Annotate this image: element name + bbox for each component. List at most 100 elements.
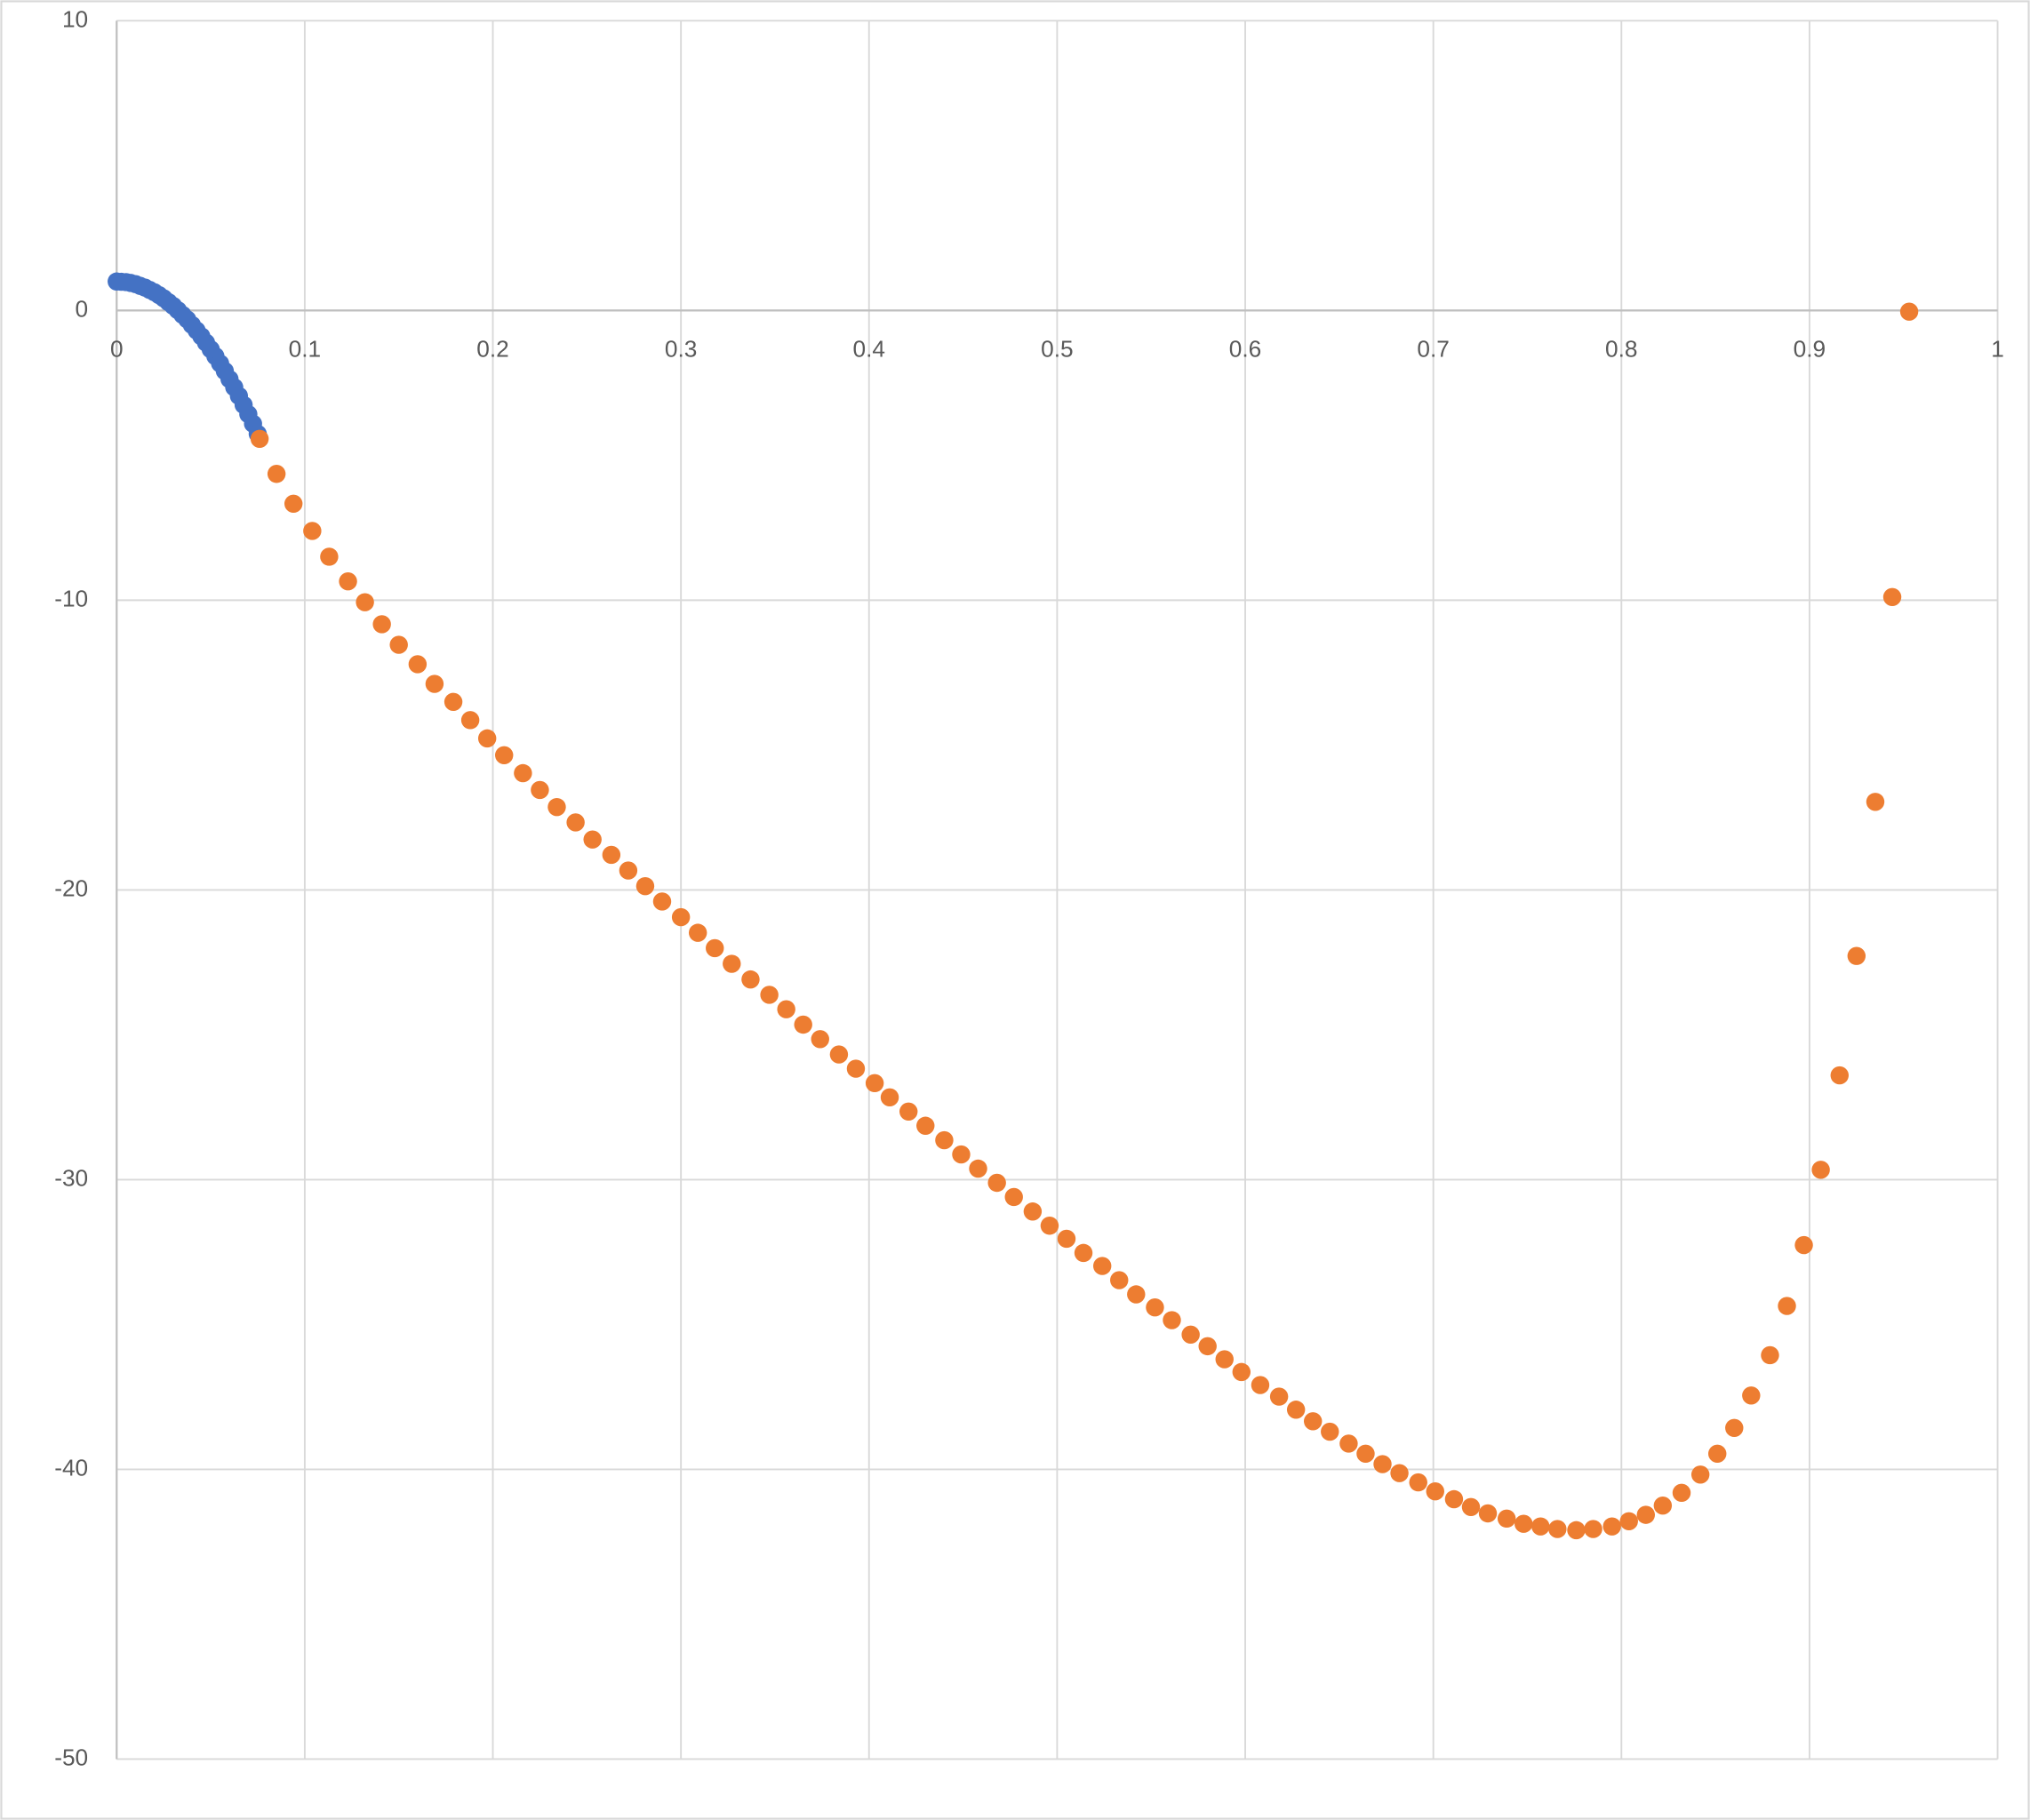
scatter-point <box>1847 946 1866 965</box>
scatter-point <box>1373 1455 1392 1473</box>
scatter-point <box>547 797 566 817</box>
scatter-point <box>303 522 322 540</box>
scatter-point <box>1127 1285 1146 1304</box>
scatter-point <box>1390 1464 1409 1482</box>
scatter-point <box>1672 1483 1691 1503</box>
scatter-point <box>250 429 269 448</box>
x-tick-label: 0.1 <box>289 336 321 363</box>
y-tick-label: 10 <box>62 5 88 32</box>
scatter-point <box>1023 1202 1043 1221</box>
x-tick-label: 0.6 <box>1229 336 1261 363</box>
scatter-point <box>1461 1497 1481 1517</box>
scatter-point <box>1181 1325 1200 1345</box>
scatter-point <box>1304 1412 1323 1431</box>
scatter-point <box>935 1130 954 1150</box>
scatter-point <box>1356 1444 1375 1464</box>
scatter-point <box>880 1088 899 1107</box>
x-tick-label: 0.4 <box>853 336 885 363</box>
scatter-point <box>811 1030 829 1049</box>
scatter-point <box>1690 1465 1710 1484</box>
scatter-point <box>1653 1496 1673 1515</box>
scatter-point <box>723 954 741 973</box>
scatter-point <box>1478 1504 1498 1523</box>
y-tick-label: -10 <box>54 585 88 611</box>
scatter-point <box>1567 1521 1586 1540</box>
scatter-point <box>1057 1229 1076 1249</box>
scatter-point <box>372 615 391 634</box>
scatter-point <box>602 845 621 865</box>
scatter-point <box>1830 1066 1849 1085</box>
scatter-point <box>1548 1520 1567 1538</box>
scatter-point <box>267 465 286 483</box>
y-tick-label: -50 <box>54 1744 88 1770</box>
scatter-point <box>899 1102 918 1122</box>
scatter-point <box>1444 1489 1464 1509</box>
x-tick-label: 0.8 <box>1605 336 1637 363</box>
scatter-point <box>1515 1514 1533 1533</box>
y-tick-label: 0 <box>76 295 89 322</box>
scatter-point <box>1725 1418 1744 1438</box>
scatter-point <box>1426 1481 1444 1501</box>
scatter-point <box>531 780 549 800</box>
scatter-point <box>1708 1444 1727 1464</box>
scatter-point <box>477 729 497 748</box>
x-tick-label: 0.3 <box>665 336 697 363</box>
scatter-point <box>1092 1257 1112 1275</box>
x-tick-label: 0.2 <box>476 336 508 363</box>
scatter-point <box>865 1074 884 1093</box>
scatter-point <box>1074 1243 1093 1263</box>
scatter-point <box>425 675 444 693</box>
scatter-point <box>1409 1473 1427 1492</box>
scatter-point <box>741 970 760 989</box>
x-tick-label: 0.5 <box>1041 336 1073 363</box>
x-tick-label: 0.7 <box>1417 336 1449 363</box>
scatter-point <box>1811 1161 1830 1179</box>
scatter-point <box>671 907 691 927</box>
scatter-point <box>652 892 672 911</box>
x-tick-label: 0.9 <box>1794 336 1826 363</box>
y-tick-label: -30 <box>54 1164 88 1191</box>
scatter-point <box>1339 1434 1358 1453</box>
scatter-point <box>320 547 339 566</box>
scatter-point <box>356 593 374 611</box>
scatter-point <box>408 655 428 674</box>
scatter-point <box>1882 587 1902 606</box>
scatter-point <box>514 763 532 783</box>
x-tick-label: 0 <box>110 336 124 363</box>
scatter-point <box>495 746 514 765</box>
scatter-point <box>460 711 480 730</box>
scatter-point <box>1040 1217 1059 1235</box>
scatter-point <box>566 813 585 832</box>
scatter-point <box>1636 1505 1656 1524</box>
scatter-point <box>389 635 408 654</box>
scatter-point <box>1742 1386 1761 1405</box>
scatter-point <box>916 1116 935 1135</box>
scatter-point <box>444 692 463 712</box>
scatter-point <box>619 861 638 880</box>
scatter-point <box>583 830 602 849</box>
scatter-point <box>829 1045 849 1064</box>
scatter-point <box>284 494 303 514</box>
scatter-point <box>1269 1387 1289 1406</box>
scatter-point <box>969 1159 987 1178</box>
scatter-point <box>760 986 779 1004</box>
scatter-point <box>1531 1517 1550 1536</box>
scatter-point <box>635 876 655 896</box>
scatter-point <box>1899 302 1919 321</box>
scatter-point <box>339 571 357 591</box>
scatter-point <box>1286 1401 1306 1419</box>
scatter-point <box>794 1015 812 1034</box>
scatter-point <box>1251 1376 1270 1394</box>
scatter-point <box>1321 1422 1339 1441</box>
scatter-point <box>1198 1337 1217 1356</box>
scatter-point <box>1232 1362 1251 1382</box>
y-tick-label: -40 <box>54 1454 88 1481</box>
scatter-point <box>1163 1311 1181 1329</box>
scatter-point <box>1584 1520 1602 1538</box>
scatter-point <box>1602 1517 1621 1536</box>
scatter-point <box>1146 1297 1164 1317</box>
scatter-point <box>1778 1297 1796 1315</box>
